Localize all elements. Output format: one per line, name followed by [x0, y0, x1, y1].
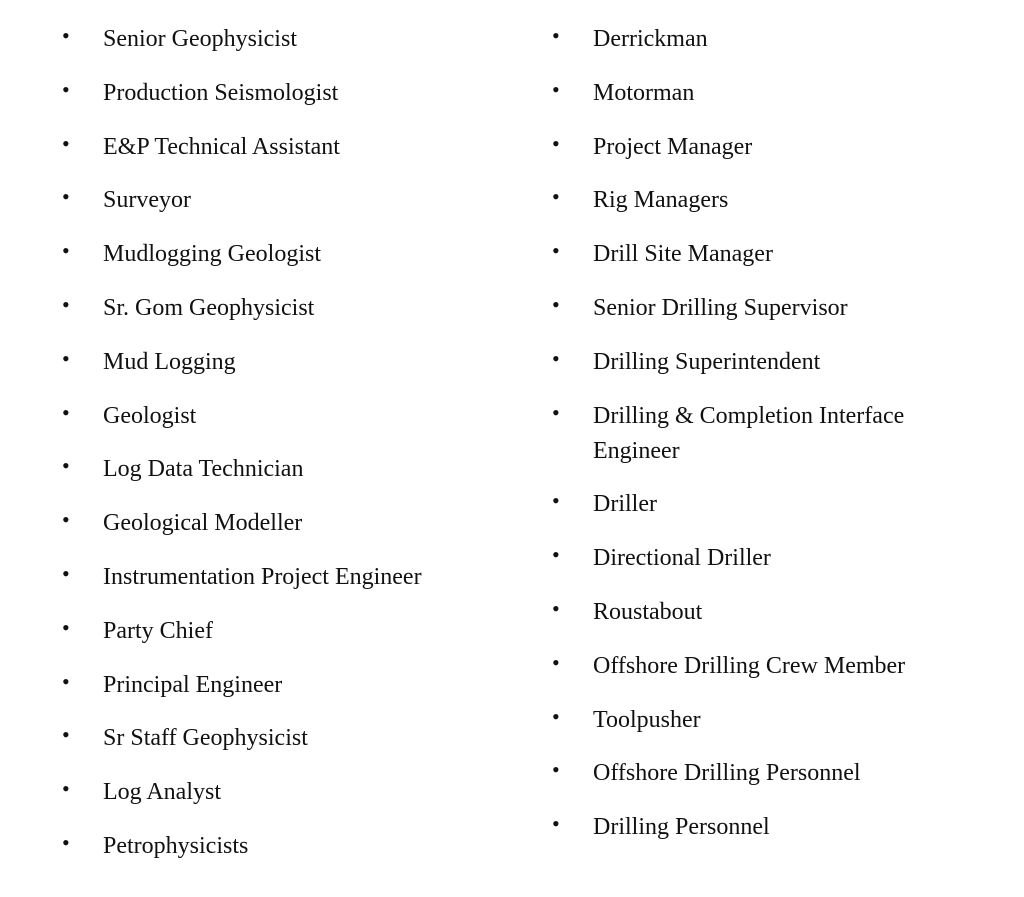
bullet-icon: • [62, 722, 70, 748]
list-item: • Drilling Superintendent [552, 345, 972, 380]
list-item-text: Drill Site Manager [593, 241, 773, 268]
bullet-icon: • [62, 560, 70, 586]
list-item: • Log Data Technician [62, 452, 502, 487]
list-item-text: Derrickman [593, 26, 708, 52]
list-item-text: Geologist [103, 402, 197, 429]
bullet-icon: • [552, 811, 560, 837]
list-item: • Drilling & Completion Interface Enginee… [552, 399, 972, 469]
list-item-text: E&P Technical Assistant [103, 133, 340, 160]
list-item: • Offshore Drilling Crew Member [552, 649, 972, 684]
job-titles-list-right: • Derrickman • Motorman • Project Manager • Rig… [552, 22, 972, 864]
bullet-icon: • [62, 776, 70, 802]
list-item: • Principal Engineer [62, 668, 502, 703]
list-item-text: Party Chief [103, 617, 213, 644]
list-item: • Senior Geophysicist [62, 22, 502, 57]
list-item: • Senior Drilling Supervisor [552, 291, 972, 326]
list-item: • Driller [552, 487, 972, 522]
list-item: • Geological Modeller [62, 506, 502, 541]
bullet-icon: • [552, 23, 560, 48]
list-item: • Geologist [62, 399, 502, 434]
list-item: • Sr. Gom Geophysicist [62, 291, 502, 326]
list-item: • Rig Managers [552, 183, 972, 218]
list-item: • Toolpusher [552, 703, 972, 738]
bullet-icon: • [552, 130, 560, 156]
list-item: • Drilling Personnel [552, 810, 972, 845]
bullet-icon: • [552, 703, 560, 729]
bullet-icon: • [552, 757, 560, 783]
list-item-text: Offshore Drilling Personnel [593, 760, 861, 787]
list-item: • Party Chief [62, 614, 502, 649]
list-item: • Production Seismologist [62, 76, 502, 111]
bullet-icon: • [552, 542, 560, 568]
list-item-text: Drilling & Completion Interface Engineer [593, 402, 905, 464]
bullet-icon: • [62, 399, 70, 425]
bullet-icon: • [62, 291, 70, 317]
list-item: • Drill Site Manager [552, 237, 972, 272]
job-titles-list-left: • Senior Geophysicist • Production Seismolo… [62, 22, 502, 883]
list-item: • Project Manager [552, 130, 972, 165]
list-item: • Sr Staff Geophysicist [62, 721, 502, 756]
bullet-icon: • [552, 345, 560, 371]
list-item-text: Sr Staff Geophysicist [103, 725, 308, 752]
list-item: • Motorman [552, 76, 972, 111]
list-item-text: Driller [593, 491, 657, 518]
bullet-icon: • [62, 453, 70, 479]
list-item-text: Petrophysicists [103, 832, 249, 859]
list-item: • Surveyor [62, 183, 502, 218]
list-item-text: Project Manager [593, 133, 753, 160]
list-item-text: Roustabout [593, 598, 703, 625]
list-item: • Mudlogging Geologist [62, 237, 502, 272]
list-item-text: Geological Modeller [103, 510, 303, 537]
bullet-icon: • [552, 184, 560, 210]
list-item: • Instrumentation Project Engineer [62, 560, 502, 595]
bullet-icon: • [552, 649, 560, 675]
list-item-text: Production Seismologist [103, 79, 339, 106]
list-item-text: Log Analyst [103, 779, 221, 806]
list-item-text: Toolpusher [593, 706, 701, 733]
list-item: • Offshore Drilling Personnel [552, 756, 972, 791]
list-item-text: Rig Managers [593, 187, 729, 214]
list-item-text: Principal Engineer [103, 671, 283, 698]
list-item-text: Senior Drilling Supervisor [593, 294, 848, 321]
list-item-text: Drilling Personnel [593, 814, 770, 841]
list-item: • Log Analyst [62, 775, 502, 810]
list-item-text: Senior Geophysicist [103, 26, 297, 52]
list-item-text: Instrumentation Project Engineer [103, 563, 422, 590]
bullet-icon: • [62, 184, 70, 210]
list-item: • Directional Driller [552, 541, 972, 576]
list-item-text: Directional Driller [593, 545, 771, 572]
list-item-text: Offshore Drilling Crew Member [593, 652, 906, 679]
list-item-text: Surveyor [103, 187, 191, 214]
bullet-icon: • [552, 76, 560, 102]
bullet-icon: • [62, 668, 70, 694]
list-item-text: Motorman [593, 79, 695, 106]
bullet-icon: • [62, 345, 70, 371]
list-item-text: Log Data Technician [103, 456, 304, 483]
bullet-icon: • [552, 238, 560, 264]
bullet-icon: • [552, 488, 560, 514]
bullet-icon: • [62, 614, 70, 640]
list-item: • Mud Logging [62, 345, 502, 380]
list-item-text: Mudlogging Geologist [103, 241, 322, 268]
list-item: • Derrickman [552, 22, 972, 57]
list-item: • Petrophysicists [62, 829, 502, 864]
bullet-icon: • [62, 23, 70, 48]
bullet-icon: • [552, 291, 560, 317]
list-item-text: Sr. Gom Geophysicist [103, 294, 315, 321]
bullet-icon: • [62, 829, 70, 855]
bullet-icon: • [552, 595, 560, 621]
list-item: • Roustabout [552, 595, 972, 630]
bullet-icon: • [62, 76, 70, 102]
list-item-text: Mud Logging [103, 348, 236, 375]
bullet-icon: • [62, 238, 70, 264]
bullet-icon: • [62, 130, 70, 156]
list-item-text: Drilling Superintendent [593, 348, 821, 375]
bullet-icon: • [552, 399, 560, 425]
list-item: • E&P Technical Assistant [62, 130, 502, 165]
bullet-icon: • [62, 507, 70, 533]
